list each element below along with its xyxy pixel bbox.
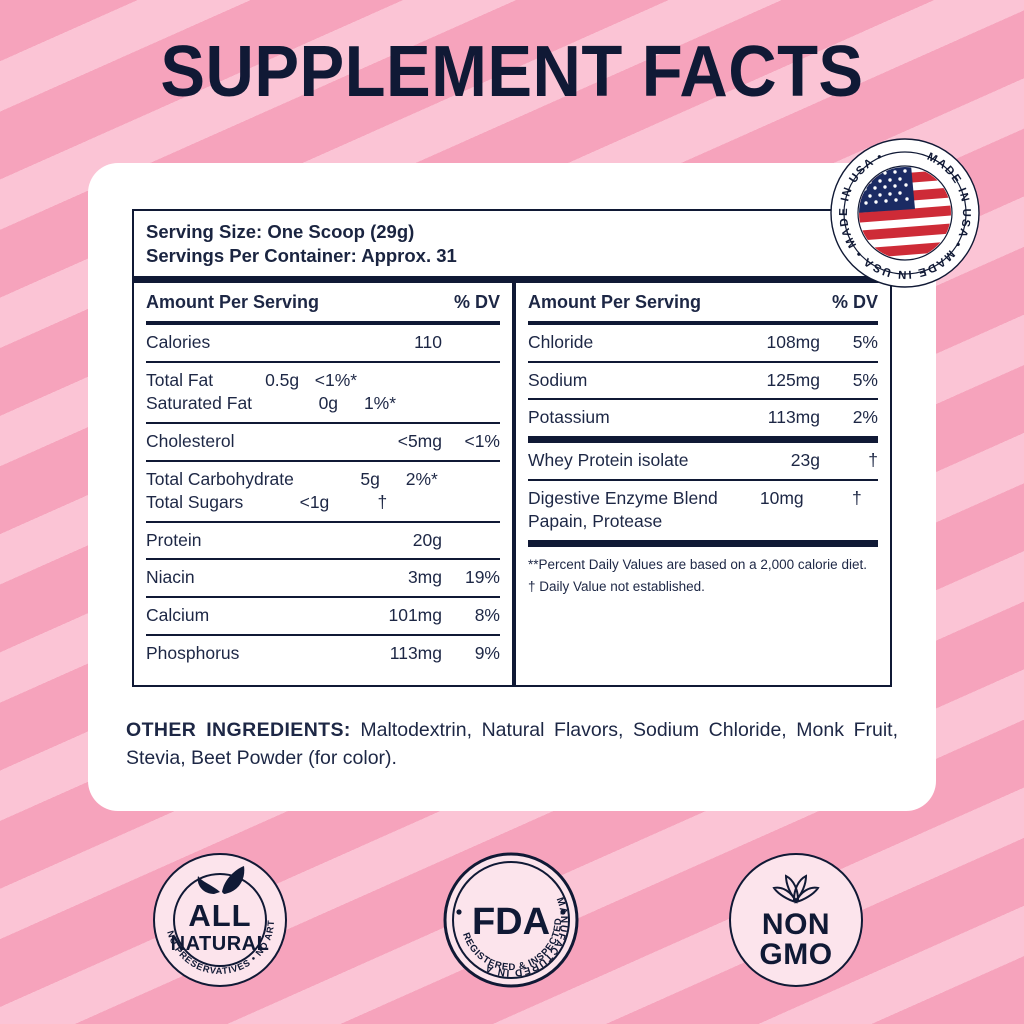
- nutrient-amount: 113mg: [767, 407, 820, 428]
- nutrient-name: Phosphorus: [146, 642, 240, 663]
- nutrient-name: Total Fat: [146, 369, 214, 390]
- nutrient-dv: <1%*: [314, 369, 358, 390]
- nutrient-name: Cholesterol: [146, 430, 235, 451]
- table-row: Calories 110: [146, 325, 500, 361]
- badge-all-natural-line2: NATURAL: [171, 933, 270, 955]
- nutrient-subdv: 1%*: [363, 393, 397, 414]
- column-header-right: Amount Per Serving % DV: [528, 283, 878, 326]
- nutrient-subname: Saturated Fat: [146, 393, 253, 414]
- nutrient-amount: 5g: [360, 468, 380, 489]
- footnote-dagger: † Daily Value not established.: [528, 579, 705, 595]
- nutrient-name: Potassium: [528, 407, 610, 428]
- nutrient-amount: 101mg: [388, 605, 442, 626]
- servings-per-container-line: Servings Per Container: Approx. 31: [146, 245, 457, 267]
- header-dv-label: % DV: [831, 291, 878, 312]
- badge-all-natural-line1: ALL: [188, 898, 251, 933]
- nutrient-dv: 2%: [852, 407, 878, 428]
- nutrient-dv: 8%: [474, 605, 500, 626]
- badge-non-gmo-line1: NON: [762, 908, 830, 941]
- nutrient-subname: Papain, Protease: [528, 511, 663, 532]
- table-row: Chloride 108mg 5%: [528, 325, 878, 361]
- nutrient-dv: <1%: [464, 430, 500, 451]
- dot-left-icon: [456, 909, 462, 915]
- nutrient-dv: 2%*: [405, 468, 438, 489]
- other-ingredients: OTHER INGREDIENTS: Maltodextrin, Natural…: [126, 716, 898, 773]
- header-dv-label: % DV: [453, 291, 500, 312]
- leaf-outline-icon: [772, 874, 820, 904]
- serving-size-line: Serving Size: One Scoop (29g): [146, 221, 415, 242]
- column-header-left: Amount Per Serving % DV: [146, 283, 500, 326]
- table-row: Sodium 125mg 5%: [528, 360, 878, 399]
- nutrient-amount: 20g: [412, 529, 442, 550]
- nutrient-name: Calories: [146, 332, 211, 353]
- nutrient-dv: 5%: [852, 369, 878, 390]
- header-amount-label: Amount Per Serving: [146, 291, 320, 312]
- supplement-facts-table: Serving Size: One Scoop (29g) Servings P…: [132, 209, 892, 687]
- nutrient-name: Sodium: [528, 369, 588, 390]
- nutrient-amount: <5mg: [397, 430, 442, 451]
- nutrient-amount: 0.5g: [265, 369, 300, 390]
- table-row: Niacin 3mg 19%: [146, 558, 500, 596]
- nutrient-subname: Total Sugars: [146, 492, 244, 513]
- nutrient-subamount: <1g: [299, 492, 330, 513]
- nutrient-amount: 10mg: [759, 487, 804, 508]
- nutrient-amount: 110: [414, 332, 442, 353]
- header-amount-label: Amount Per Serving: [528, 291, 702, 312]
- badge-fda-center-text: FDA: [472, 901, 550, 943]
- nutrient-dv: †: [868, 449, 878, 470]
- table-row: Digestive Enzyme Blend 10mg † Papain, Pr…: [528, 478, 878, 540]
- badge-non-gmo: NON GMO: [728, 852, 864, 988]
- nutrient-name: Total Carbohydrate: [146, 468, 294, 489]
- nutrient-name: Protein: [146, 529, 202, 550]
- footnotes: **Percent Daily Values are based on a 2,…: [528, 539, 878, 599]
- nutrient-name: Niacin: [146, 567, 195, 588]
- nutrient-dv: 5%: [852, 332, 878, 353]
- nutrient-amount: 125mg: [766, 369, 820, 390]
- badge-fda: FDA MANUFACTURED IN A REGISTERED & INSPE…: [439, 844, 579, 988]
- table-row: Phosphorus 113mg 9%: [146, 633, 500, 672]
- dot-right-icon: [560, 909, 566, 915]
- footnote-percent-dv: **Percent Daily Values are based on a 2,…: [528, 556, 867, 572]
- nutrient-name: Whey Protein isolate: [528, 449, 689, 470]
- nutrient-amount: 108mg: [766, 332, 820, 353]
- made-in-usa-seal: MADE IN USA • MADE IN USA • MADE IN USA …: [829, 137, 981, 289]
- nutrient-dv: 9%: [474, 642, 500, 663]
- nutrient-dv: 19%: [464, 567, 500, 588]
- page-title: SUPPLEMENT FACTS: [160, 32, 864, 112]
- table-row: Total Carbohydrate 5g 2%* Total Sugars <…: [146, 459, 500, 521]
- badge-non-gmo-line2: GMO: [759, 938, 832, 971]
- table-row: Potassium 113mg 2%: [528, 398, 878, 436]
- serving-info: Serving Size: One Scoop (29g) Servings P…: [134, 211, 890, 276]
- nutrient-dv: †: [851, 487, 862, 508]
- badge-all-natural: ALL NATURAL NO PRESERVATIVES • NO ARTIFI…: [148, 844, 288, 988]
- other-ingredients-text: Maltodextrin, Natural Flavors, Sodium Ch…: [126, 719, 898, 770]
- other-ingredients-label: OTHER INGREDIENTS:: [126, 719, 351, 741]
- nutrient-subdv: †: [377, 492, 388, 513]
- nutrient-amount: 113mg: [389, 642, 442, 663]
- nutrient-amount: 23g: [790, 449, 820, 470]
- leaf-icon: [197, 866, 245, 894]
- nutrient-name: Calcium: [146, 605, 210, 626]
- nutrient-subamount: 0g: [318, 393, 339, 414]
- nutrition-column-left: Amount Per Serving % DV Calories 110 Tot…: [134, 275, 512, 685]
- table-row: Whey Protein isolate 23g †: [528, 435, 878, 479]
- table-row: Cholesterol <5mg <1%: [146, 421, 500, 460]
- nutrient-amount: 3mg: [407, 567, 442, 588]
- nutrient-name: Digestive Enzyme Blend: [528, 487, 718, 508]
- nutrition-column-right: Amount Per Serving % DV Chloride 108mg 5…: [512, 275, 890, 685]
- table-row: Calcium 101mg 8%: [146, 596, 500, 634]
- nutrient-name: Chloride: [528, 332, 594, 353]
- table-row: Total Fat 0.5g <1%* Saturated Fat 0g 1%*: [146, 360, 500, 422]
- table-row: Protein 20g: [146, 520, 500, 559]
